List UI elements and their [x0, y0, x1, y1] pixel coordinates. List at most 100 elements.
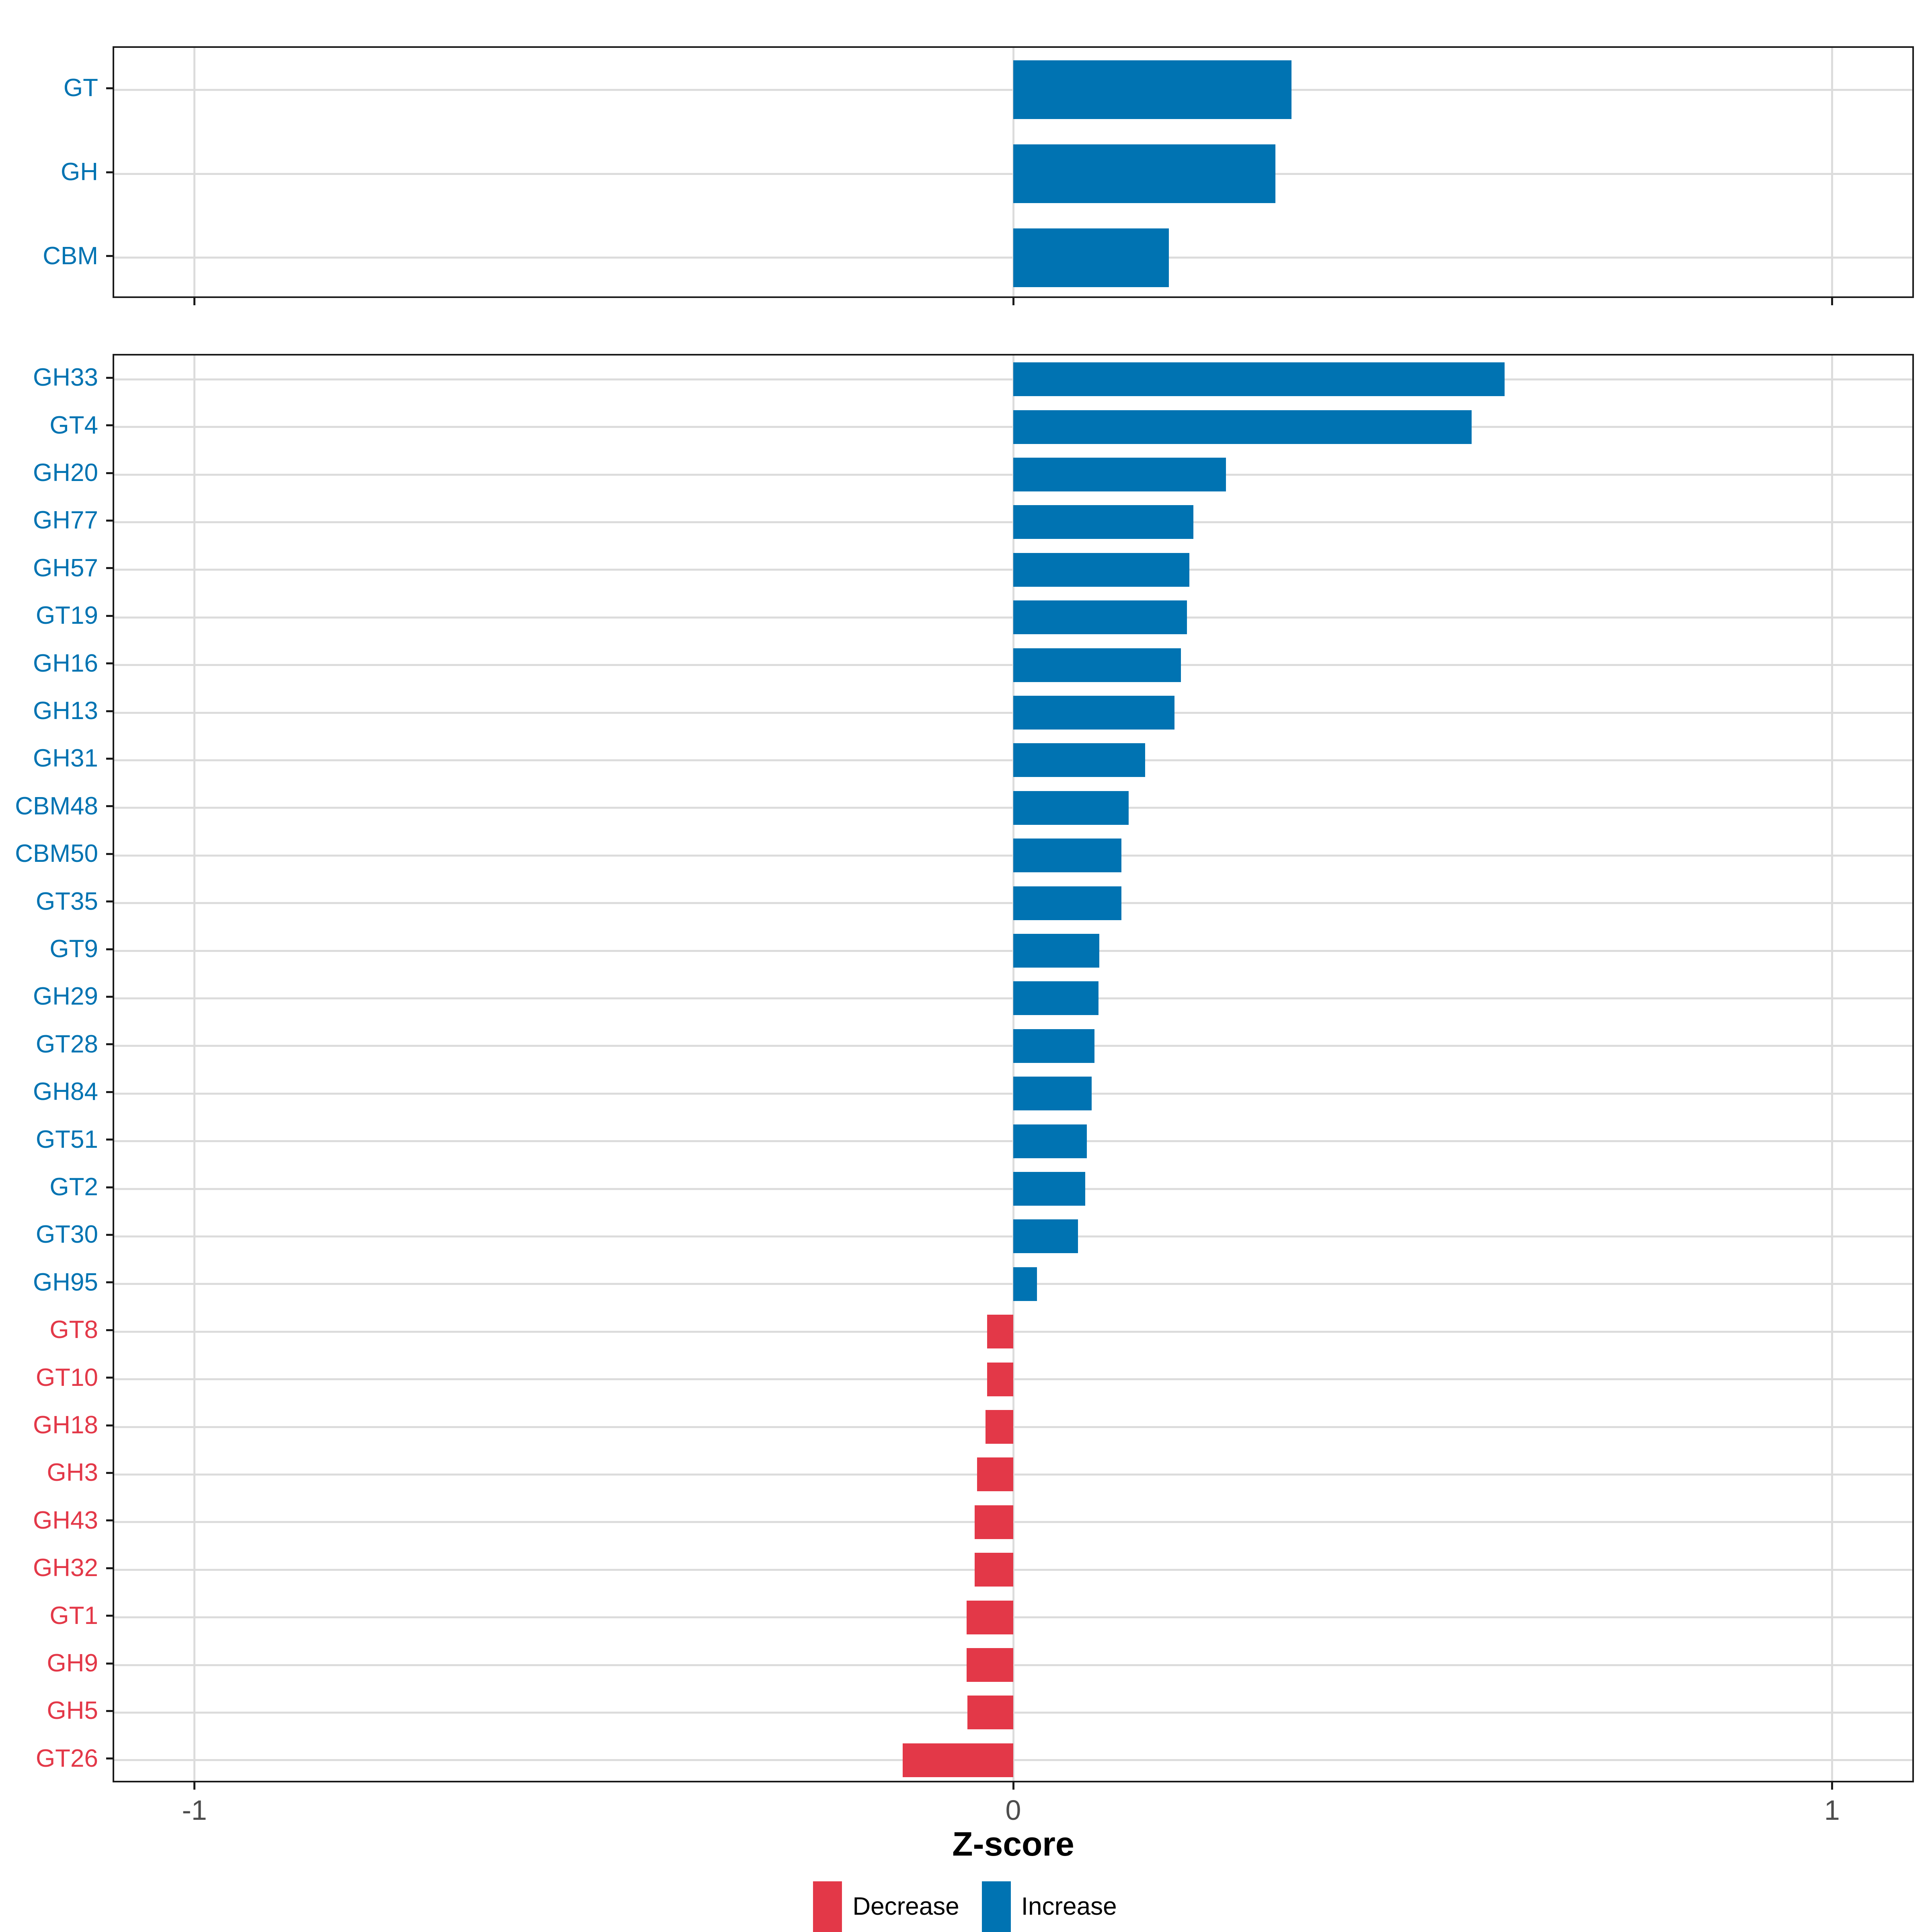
y-tick-GT1: [106, 1615, 113, 1617]
y-tick-GH29: [106, 995, 113, 998]
category-label-GH3: GH3: [47, 1459, 98, 1487]
y-tick-GT4: [106, 424, 113, 427]
x-tick-label-0: 0: [1005, 1794, 1021, 1826]
x-tick--1: [193, 1782, 196, 1790]
y-tick-GT51: [106, 1139, 113, 1141]
x-gridline--1: [193, 356, 196, 1781]
category-label-GH29: GH29: [33, 982, 98, 1011]
category-label-GT10: GT10: [35, 1363, 98, 1391]
x-tick-0: [1012, 298, 1014, 305]
bar-GT26: [903, 1743, 1013, 1777]
x-tick-0: [1012, 1782, 1014, 1790]
y-tick-GT: [106, 87, 113, 89]
y-tick-GT8: [106, 1329, 113, 1331]
y-tick-GH43: [106, 1519, 113, 1522]
y-tick-GT2: [106, 1186, 113, 1188]
x-gridline-0: [1012, 356, 1014, 1781]
bar-GT8: [987, 1315, 1013, 1349]
category-label-GT1: GT1: [49, 1601, 98, 1630]
bar-GT30: [1013, 1219, 1078, 1254]
increase-color-swatch: [981, 1881, 1011, 1932]
y-tick-GT19: [106, 615, 113, 617]
y-tick-GH31: [106, 757, 113, 760]
y-tick-GT28: [106, 1043, 113, 1046]
category-label-GT9: GT9: [49, 935, 98, 963]
legend-label-decrease: Decrease: [852, 1893, 959, 1920]
y-tick-GH95: [106, 1281, 113, 1284]
y-tick-GH33: [106, 376, 113, 379]
y-tick-GH57: [106, 567, 113, 569]
y-tick-CBM: [106, 255, 113, 257]
y-gridline-GH43: [114, 1521, 1912, 1523]
category-label-GH: GH: [61, 158, 98, 186]
category-label-GH32: GH32: [33, 1554, 98, 1582]
category-label-GH95: GH95: [33, 1268, 98, 1296]
y-tick-GH5: [106, 1710, 113, 1712]
legend-label-increase: Increase: [1021, 1893, 1117, 1920]
category-label-GH13: GH13: [33, 697, 98, 725]
y-tick-GT26: [106, 1757, 113, 1760]
y-tick-GT9: [106, 948, 113, 950]
bar-GT1: [966, 1600, 1013, 1634]
bar-GH84: [1013, 1077, 1092, 1111]
bar-GH3: [977, 1457, 1013, 1492]
category-label-GH16: GH16: [33, 649, 98, 677]
y-gridline-GH3: [114, 1473, 1912, 1476]
category-label-GT30: GT30: [35, 1221, 98, 1249]
bar-GH77: [1013, 505, 1193, 539]
x-axis-title: Z-score: [952, 1825, 1074, 1863]
category-label-GH57: GH57: [33, 554, 98, 582]
y-tick-GH77: [106, 519, 113, 522]
y-tick-GT35: [106, 900, 113, 903]
y-gridline-GH32: [114, 1568, 1912, 1571]
y-tick-GH13: [106, 710, 113, 712]
y-tick-GH: [106, 171, 113, 173]
y-tick-GH84: [106, 1091, 113, 1093]
y-tick-CBM48: [106, 805, 113, 808]
y-gridline-GT26: [114, 1759, 1912, 1761]
bar-GH18: [985, 1410, 1013, 1444]
category-label-GH84: GH84: [33, 1078, 98, 1106]
x-tick-1: [1831, 298, 1833, 305]
x-tick-label-1: 1: [1824, 1794, 1840, 1826]
y-tick-GT10: [106, 1377, 113, 1379]
category-label-GT28: GT28: [35, 1030, 98, 1058]
y-tick-GH3: [106, 1472, 113, 1474]
y-tick-GH32: [106, 1567, 113, 1569]
bar-GH32: [975, 1553, 1013, 1587]
legend: Decrease Increase: [0, 1881, 1930, 1932]
y-tick-GH9: [106, 1662, 113, 1665]
category-label-GH20: GH20: [33, 459, 98, 487]
bar-GT2: [1013, 1172, 1086, 1206]
bar-CBM50: [1013, 839, 1121, 873]
bar-GT35: [1013, 886, 1121, 920]
legend-item-increase: Increase: [981, 1881, 1117, 1932]
bar-GT4: [1013, 410, 1472, 444]
bar-GT10: [987, 1362, 1013, 1396]
category-label-GH9: GH9: [47, 1649, 98, 1677]
decrease-color-swatch: [813, 1881, 842, 1932]
category-label-GT8: GT8: [49, 1316, 98, 1344]
bar-GH13: [1013, 696, 1175, 730]
bar-GH43: [975, 1505, 1013, 1539]
category-label-GH31: GH31: [33, 744, 98, 773]
y-gridline-GH18: [114, 1426, 1912, 1428]
bar-GH31: [1013, 743, 1145, 777]
bar-GH57: [1013, 553, 1189, 587]
y-tick-GT30: [106, 1233, 113, 1236]
bar-GH16: [1013, 648, 1181, 682]
category-label-GT2: GT2: [49, 1173, 98, 1201]
bar-GH9: [966, 1648, 1013, 1682]
bar-GT: [1013, 60, 1292, 119]
x-tick--1: [193, 298, 196, 305]
y-gridline-GH5: [114, 1711, 1912, 1714]
bar-GH29: [1013, 981, 1098, 1015]
bar-GT9: [1013, 934, 1099, 968]
legend-item-decrease: Decrease: [813, 1881, 959, 1932]
bar-CBM: [1013, 228, 1169, 287]
category-label-GT51: GT51: [35, 1125, 98, 1153]
category-label-GH33: GH33: [33, 364, 98, 392]
bar-GH95: [1013, 1267, 1037, 1301]
category-label-CBM48: CBM48: [15, 792, 98, 820]
